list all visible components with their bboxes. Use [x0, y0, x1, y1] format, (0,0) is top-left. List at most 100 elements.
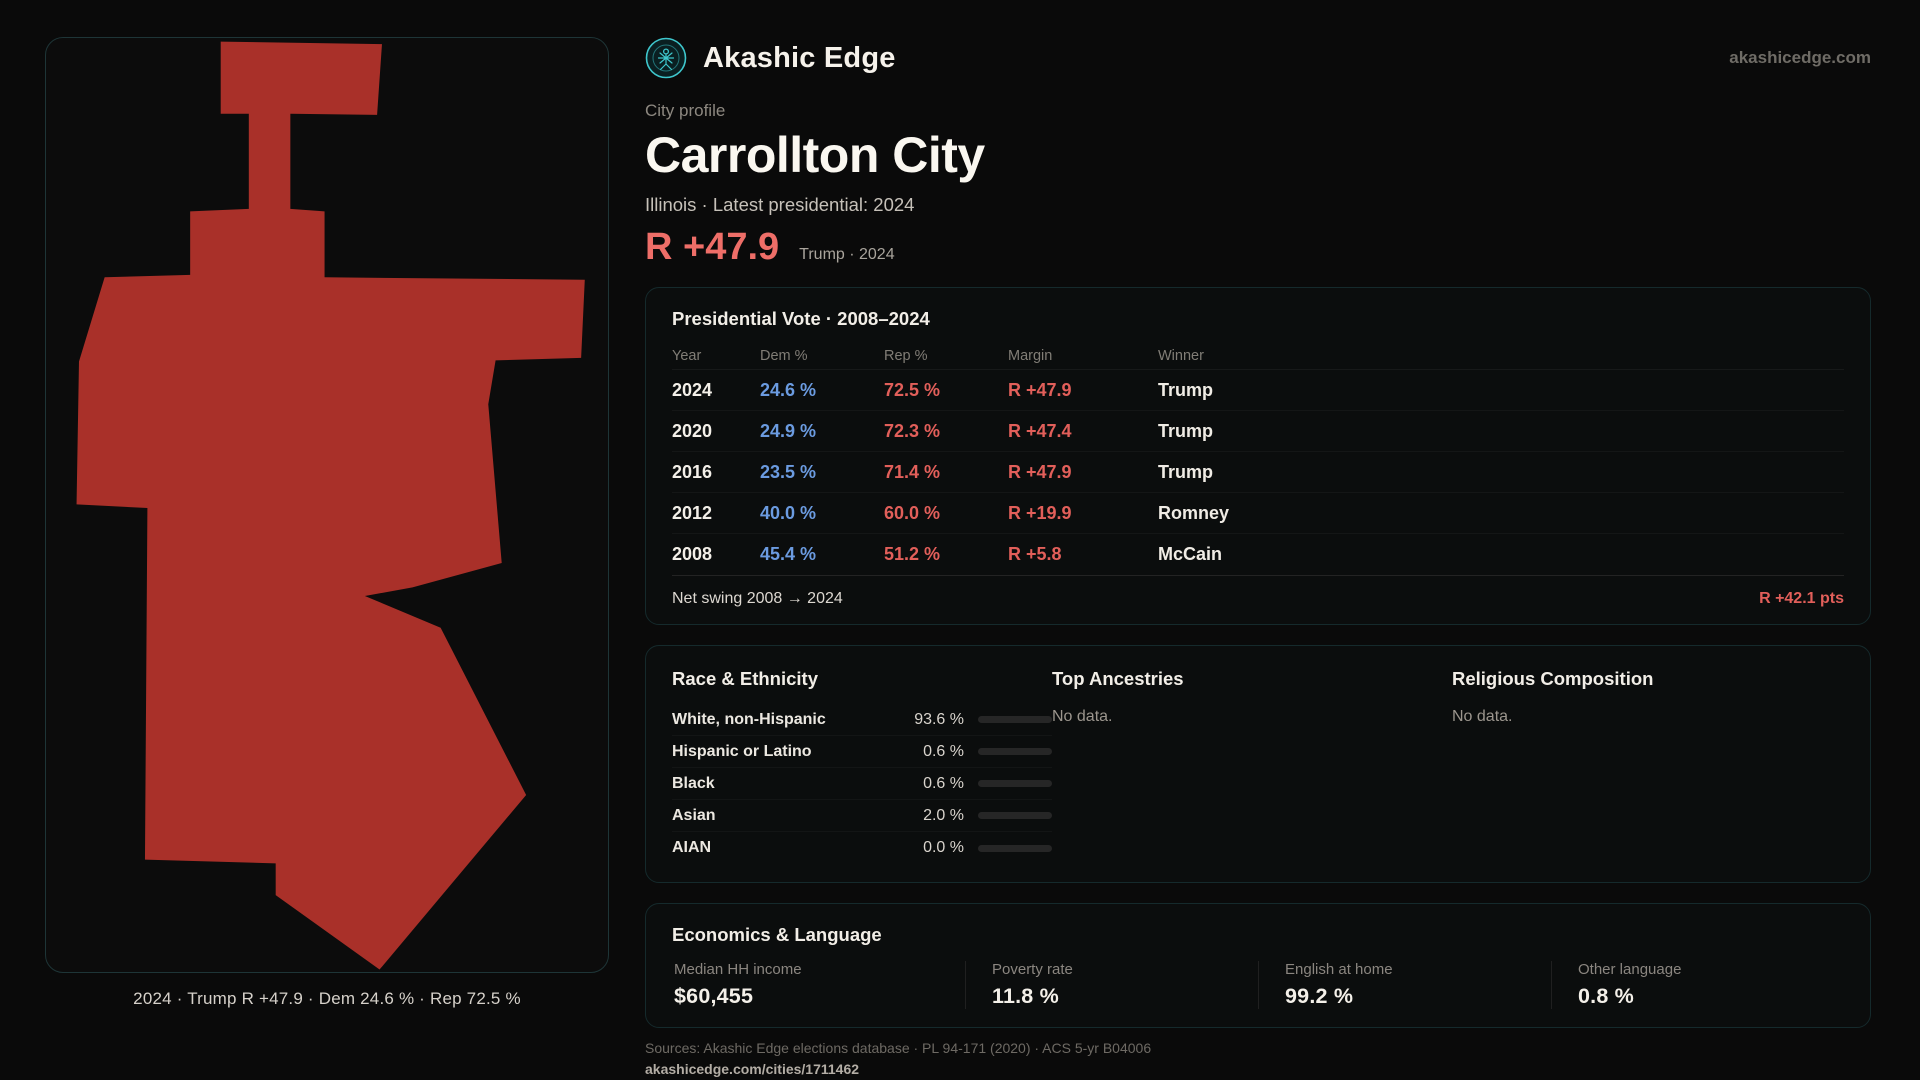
race-value: 0.6 %: [923, 742, 964, 760]
city-boundary-polygon: [76, 41, 585, 970]
race-rows: White, non-Hispanic 93.6 % Hispanic or L…: [672, 704, 1052, 864]
economics-card-title: Economics & Language: [672, 924, 882, 945]
race-bar: [978, 812, 1052, 819]
vote-winner: Trump: [1158, 420, 1214, 441]
page-subtitle: Illinois · Latest presidential: 2024: [645, 194, 915, 215]
ancestries-no-data: No data.: [1052, 708, 1113, 725]
stat-value: 0.8 %: [1578, 984, 1634, 1008]
vote-row-2020: 2020 24.9 % 72.3 % R +47.4 Trump: [672, 411, 1844, 452]
presidential-vote-card: Presidential Vote · 2008–2024 Year Dem %…: [645, 287, 1871, 625]
race-label: White, non-Hispanic: [672, 710, 826, 728]
vote-winner: McCain: [1158, 544, 1223, 564]
vote-winner: Romney: [1158, 502, 1230, 523]
vote-margin: R +19.9: [1008, 502, 1072, 523]
vote-dem: 24.9 %: [760, 420, 817, 441]
headline-margin-value: R +47.9: [645, 226, 780, 268]
vote-dem: 24.6 %: [760, 379, 817, 400]
vote-table-header: Year Dem % Rep % Margin Winner: [672, 342, 1844, 370]
vote-row-2008: 2008 45.4 % 51.2 % R +5.8 McCain: [672, 534, 1844, 575]
page-footer: Sources: Akashic Edge elections database…: [645, 1040, 1871, 1077]
race-row: White, non-Hispanic 93.6 %: [672, 704, 1052, 736]
headline-margin-row: R +47.9 Trump · 2024: [645, 226, 1871, 269]
brand-name: Akashic Edge: [703, 41, 896, 74]
net-swing-row: Net swing 2008 → 2024 R +42.1 pts: [672, 575, 1844, 608]
vote-rep: 72.3 %: [884, 420, 941, 441]
vote-card-title: Presidential Vote · 2008–2024: [672, 308, 930, 329]
race-bar: [978, 844, 1052, 852]
col-margin: Margin: [1008, 347, 1053, 364]
race-label: Asian: [672, 806, 716, 824]
race-bar: [978, 780, 1052, 787]
vote-year: 2008: [672, 544, 713, 564]
vote-year: 2020: [672, 420, 713, 441]
vote-year: 2024: [672, 379, 713, 400]
stat-label: English at home: [1285, 961, 1393, 978]
top-ancestries-section: Top Ancestries No data.: [1052, 668, 1452, 864]
race-bar: [978, 716, 1052, 723]
race-row: Hispanic or Latino 0.6 %: [672, 736, 1052, 768]
vote-dem: 40.0 %: [760, 502, 817, 523]
page-title: Carrollton City: [645, 127, 985, 183]
vote-dem: 23.5 %: [760, 461, 817, 482]
race-bar: [978, 748, 1052, 755]
race-row: Asian 2.0 %: [672, 800, 1052, 832]
race-row: AIAN 0.0 %: [672, 832, 1052, 864]
stat-poverty-rate: Poverty rate 11.8 %: [965, 961, 1258, 1009]
religion-section-title: Religious Composition: [1452, 668, 1654, 689]
race-section-title: Race & Ethnicity: [672, 668, 818, 689]
col-dem: Dem %: [760, 347, 808, 364]
race-row: Black 0.6 %: [672, 768, 1052, 800]
stat-value: $60,455: [674, 984, 754, 1008]
net-swing-value: R +42.1 pts: [1759, 590, 1844, 607]
vote-rep: 51.2 %: [884, 544, 941, 564]
race-value: 0.0 %: [923, 839, 964, 856]
col-rep: Rep %: [884, 347, 928, 364]
vote-margin: R +5.8: [1008, 544, 1062, 564]
race-value: 2.0 %: [923, 806, 964, 824]
vote-margin: R +47.4: [1008, 420, 1072, 441]
race-label: Hispanic or Latino: [672, 742, 812, 760]
stat-value: 99.2 %: [1285, 984, 1354, 1008]
vote-row-2012: 2012 40.0 % 60.0 % R +19.9 Romney: [672, 493, 1844, 534]
demographics-card: Race & Ethnicity White, non-Hispanic 93.…: [645, 645, 1871, 883]
vote-rep: 71.4 %: [884, 461, 941, 482]
ancestries-section-title: Top Ancestries: [1052, 668, 1184, 689]
vote-row-2024: 2024 24.6 % 72.5 % R +47.9 Trump: [672, 370, 1844, 411]
vote-margin: R +47.9: [1008, 461, 1072, 482]
vote-margin: R +47.9: [1008, 379, 1072, 400]
city-shape-svg: [76, 41, 585, 970]
race-value: 0.6 %: [923, 774, 964, 792]
vote-year: 2016: [672, 461, 713, 482]
race-value: 93.6 %: [914, 710, 964, 728]
stat-median-income: Median HH income $60,455: [672, 961, 965, 1009]
page-kicker: City profile: [645, 101, 726, 120]
economics-card: Economics & Language Median HH income $6…: [645, 903, 1871, 1028]
stat-label: Poverty rate: [992, 961, 1073, 978]
site-domain-link[interactable]: akashicedge.com: [1729, 48, 1871, 67]
vote-winner: Trump: [1158, 461, 1214, 482]
col-year: Year: [672, 347, 702, 364]
map-caption: 2024 · Trump R +47.9 · Dem 24.6 % · Rep …: [133, 989, 521, 1008]
vote-row-2016: 2016 23.5 % 71.4 % R +47.9 Trump: [672, 452, 1844, 493]
brand-logo-icon[interactable]: [645, 37, 687, 79]
vote-rep: 60.0 %: [884, 502, 941, 523]
stat-label: Median HH income: [674, 961, 802, 978]
map-area: 2024 · Trump R +47.9 · Dem 24.6 % · Rep …: [45, 37, 609, 1009]
race-label: AIAN: [672, 839, 712, 856]
vote-year: 2012: [672, 502, 713, 523]
vote-dem: 45.4 %: [760, 544, 817, 564]
sources-text: Sources: Akashic Edge elections database…: [645, 1040, 1152, 1056]
economics-stats: Median HH income $60,455 Poverty rate 11…: [672, 961, 1844, 1009]
stat-label: Other language: [1578, 961, 1682, 978]
religious-composition-section: Religious Composition No data.: [1452, 668, 1844, 864]
vote-winner: Trump: [1158, 379, 1214, 400]
col-winner: Winner: [1158, 347, 1204, 364]
vote-rep: 72.5 %: [884, 379, 941, 400]
race-label: Black: [672, 774, 715, 792]
net-swing-label: Net swing 2008 → 2024: [672, 590, 843, 607]
topbar: Akashic Edge akashicedge.com: [645, 37, 1871, 79]
permalink[interactable]: akashicedge.com/cities/1711462: [645, 1061, 860, 1077]
headline-margin-context: Trump · 2024: [799, 246, 895, 263]
profile-content: Akashic Edge akashicedge.com City profil…: [645, 37, 1871, 1077]
stat-other-language: Other language 0.8 %: [1551, 961, 1844, 1009]
